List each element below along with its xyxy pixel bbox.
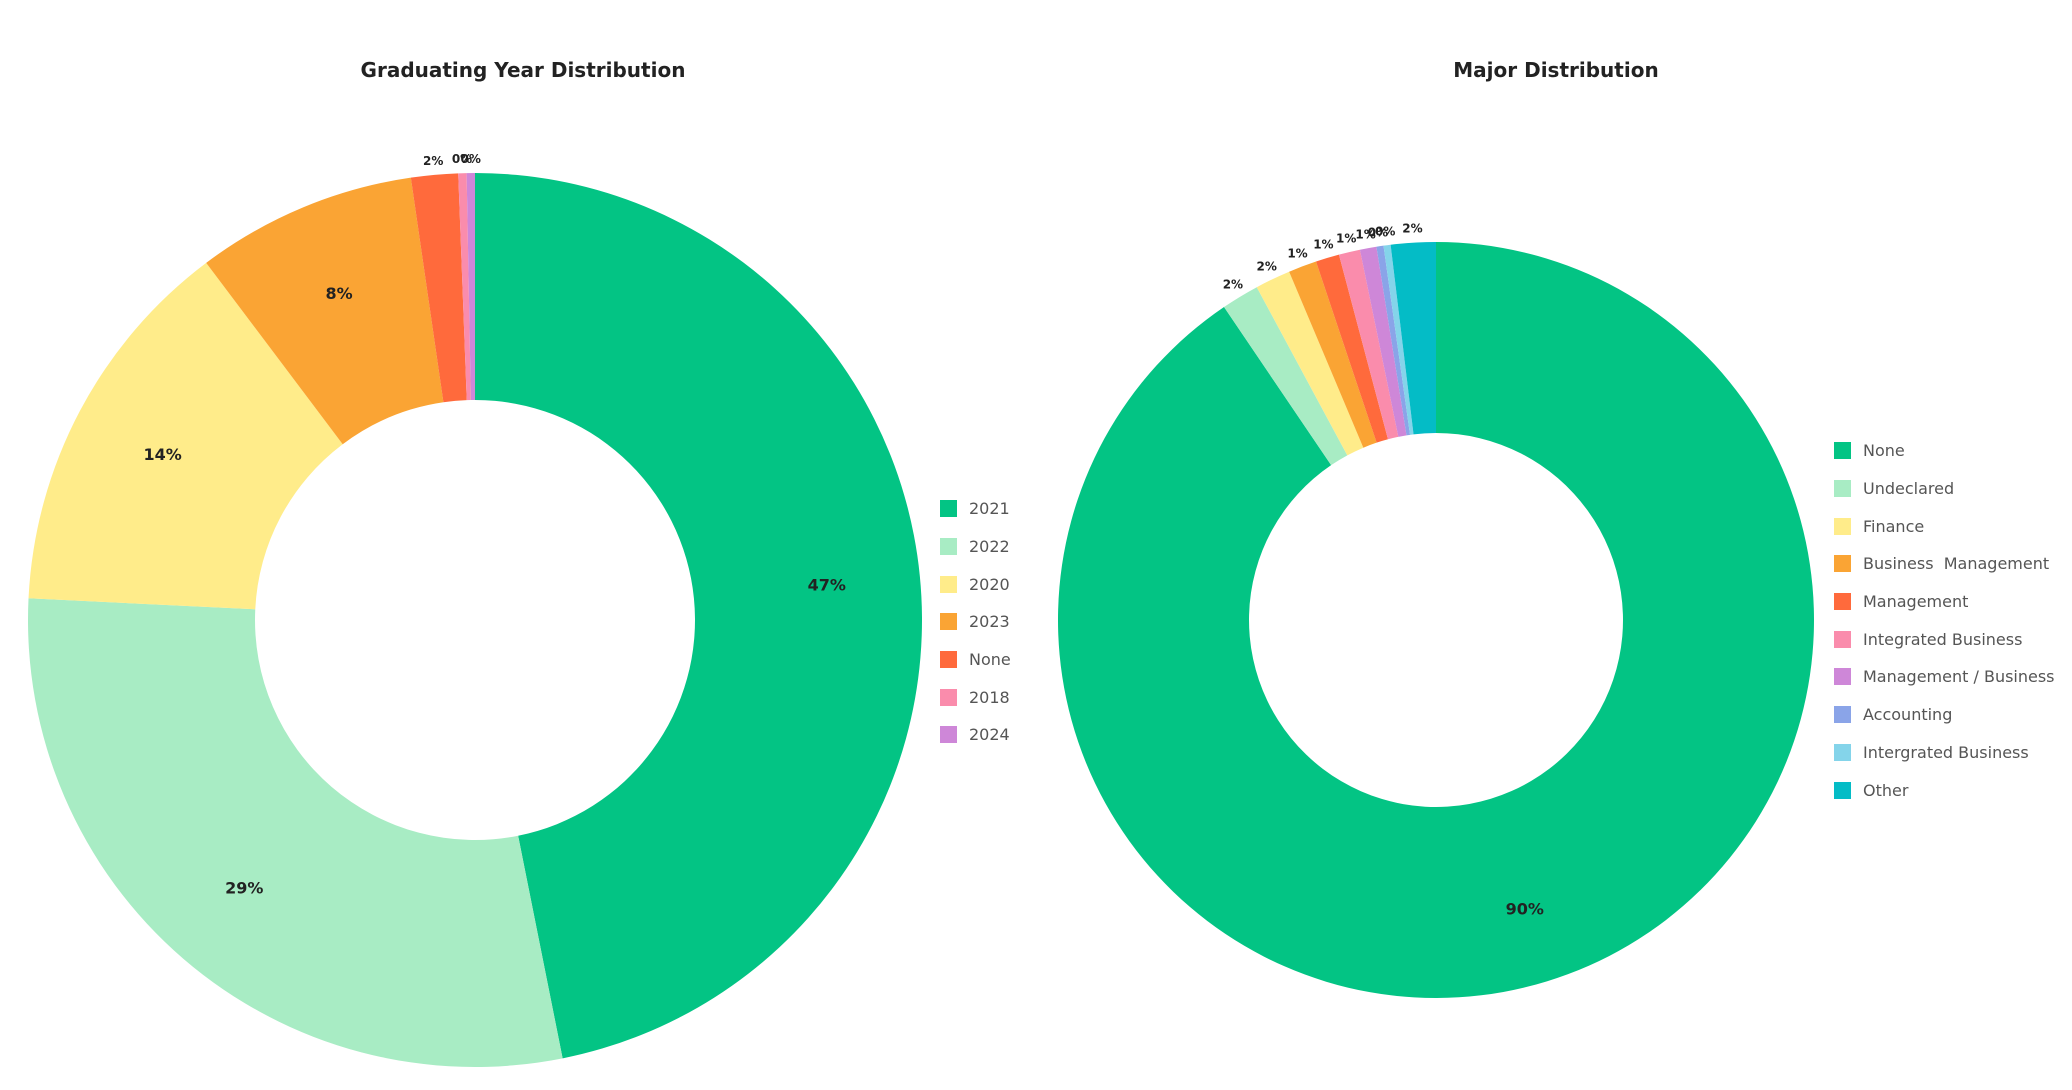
legend-label: Integrated Business <box>1863 629 2023 649</box>
slice-label: 14% <box>143 445 181 464</box>
legend-swatch <box>940 688 957 706</box>
legend-label: Business Management <box>1863 554 2050 574</box>
legend-item[interactable]: 2021 <box>940 490 1011 528</box>
slice-label: 1% <box>1287 246 1307 260</box>
legend-label: 2023 <box>969 612 1010 632</box>
legend-swatch <box>940 538 957 556</box>
legend-swatch <box>940 726 957 744</box>
legend-swatch <box>1834 517 1851 535</box>
legend-item[interactable]: Business Management <box>1834 545 2055 583</box>
legend-swatch <box>1834 781 1851 799</box>
legend-item[interactable]: 2020 <box>940 565 1011 603</box>
legend-label: None <box>969 650 1011 670</box>
legend-item[interactable]: 2022 <box>940 528 1011 566</box>
graduating-year-legend: 2021 2022 2020 2023 None 2018 2024 <box>940 490 1011 754</box>
legend-swatch <box>1834 668 1851 686</box>
legend-swatch <box>1834 593 1851 611</box>
slice-label: 8% <box>325 284 352 303</box>
slice-label: 0% <box>460 152 480 166</box>
major-chart: Major Distribution 90% 2% 2% 1% 1% 1% 1% 0% 0% 2%… <box>1036 0 2072 1090</box>
legend-swatch <box>1834 480 1851 498</box>
slice-2020[interactable] <box>28 262 343 610</box>
legend-item[interactable]: Integrated Business <box>1834 620 2055 658</box>
legend-swatch <box>940 500 957 518</box>
slice-2021[interactable] <box>475 173 923 1059</box>
legend-label: Other <box>1863 780 1909 800</box>
legend-label: 2018 <box>969 687 1010 707</box>
slice-2024[interactable] <box>466 173 475 401</box>
slice-label: 1% <box>1313 238 1333 252</box>
slice-label: 2% <box>1257 259 1277 273</box>
slice-2023[interactable] <box>206 177 444 445</box>
slice-integrated-business[interactable] <box>1338 249 1399 440</box>
legend-label: 2022 <box>969 537 1010 557</box>
legend-swatch <box>940 651 957 669</box>
major-legend: None Undeclared Finance Business Management… <box>1834 432 2055 809</box>
legend-swatch <box>940 613 957 631</box>
legend-label: Management / Business <box>1863 667 2055 687</box>
legend-label: Undeclared <box>1863 479 1955 499</box>
chart-title: Major Distribution <box>1453 58 1659 82</box>
slice-label: 0% <box>1368 225 1388 239</box>
slice-management-business[interactable] <box>1359 246 1407 437</box>
slice-label: 1% <box>1336 231 1356 245</box>
slice-label: 90% <box>1506 900 1544 919</box>
legend-swatch <box>1834 743 1851 761</box>
slice-intergrated-business[interactable] <box>1383 244 1414 435</box>
legend-label: 2020 <box>969 574 1010 594</box>
legend-label: 2021 <box>969 499 1010 519</box>
slice-none[interactable] <box>1058 242 1814 998</box>
legend-swatch <box>940 575 957 593</box>
legend-item[interactable]: Other <box>1834 771 2055 809</box>
legend-label: None <box>1863 441 1905 461</box>
slice-accounting[interactable] <box>1376 245 1411 436</box>
slice-none[interactable] <box>410 173 467 403</box>
legend-item[interactable]: 2023 <box>940 603 1011 641</box>
legend-label: Finance <box>1863 516 1925 536</box>
slice-label: 0% <box>1375 224 1395 238</box>
chart-title: Graduating Year Distribution <box>360 58 686 82</box>
slice-label: 1% <box>1355 227 1375 241</box>
legend-swatch <box>1834 555 1851 573</box>
slice-label: 0% <box>452 152 472 166</box>
legend-item[interactable]: None <box>1834 432 2055 470</box>
legend-label: 2024 <box>969 725 1010 745</box>
legend-label: Intergrated Business <box>1863 742 2029 762</box>
graduating-year-donut: 47% 29% 14% 8% 2% 0%0% <box>27 152 923 1067</box>
legend-swatch <box>1834 442 1851 460</box>
major-donut: 90%2%2%1%1% 1% 1%0%0% 2% <box>1058 222 1814 998</box>
legend-swatch <box>1834 630 1851 648</box>
slice-label: 2% <box>1402 222 1422 236</box>
slice-2022[interactable] <box>27 598 563 1067</box>
slice-management[interactable] <box>1316 254 1388 443</box>
legend-label: Accounting <box>1863 705 1953 725</box>
legend-item[interactable]: Undeclared <box>1834 470 2055 508</box>
legend-swatch <box>1834 706 1851 724</box>
legend-item[interactable]: None <box>940 641 1011 679</box>
legend-item[interactable]: Finance <box>1834 507 2055 545</box>
slice-2018[interactable] <box>458 173 471 401</box>
slice-finance[interactable] <box>1256 271 1364 456</box>
slice-business-management[interactable] <box>1289 261 1377 448</box>
legend-item[interactable]: 2024 <box>940 716 1011 754</box>
graduating-year-chart: Graduating Year Distribution 47% 29% 14% 8%… <box>27 58 1011 1067</box>
slice-undeclared[interactable] <box>1224 287 1348 466</box>
slice-label: 29% <box>225 878 263 897</box>
legend-item[interactable]: 2018 <box>940 678 1011 716</box>
legend-item[interactable]: Management / Business <box>1834 658 2055 696</box>
slice-label: 2% <box>423 154 443 168</box>
legend-item[interactable]: Management <box>1834 583 2055 621</box>
legend-item[interactable]: Intergrated Business <box>1834 734 2055 772</box>
legend-item[interactable]: Accounting <box>1834 696 2055 734</box>
slice-label: 2% <box>1223 278 1243 292</box>
slice-other[interactable] <box>1390 242 1436 435</box>
slice-label: 47% <box>808 576 846 595</box>
legend-label: Management <box>1863 592 1969 612</box>
